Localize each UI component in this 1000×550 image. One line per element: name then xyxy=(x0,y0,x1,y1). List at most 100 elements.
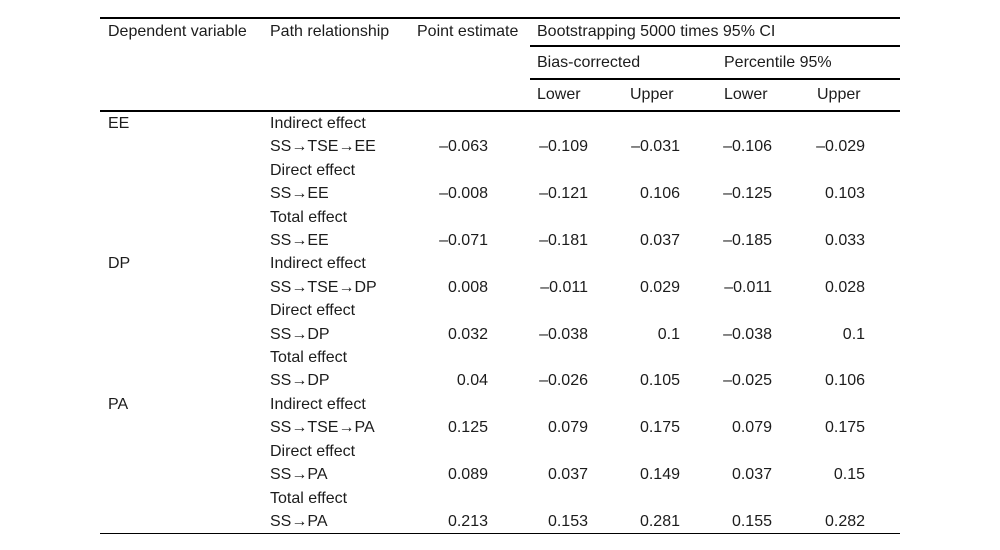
cell-bc-upper: 0.1 xyxy=(657,325,680,343)
table-row: SS→EE –0.008 –0.121 0.106 –0.125 0.103 xyxy=(100,182,900,205)
cell-pct-upper: 0.028 xyxy=(825,278,866,296)
cell-point-estimate xyxy=(410,112,530,135)
cell-bc-lower: –0.109 xyxy=(539,138,588,156)
cell-path-relationship: Indirect effect xyxy=(270,395,366,413)
cell-point-estimate: 0.089 xyxy=(447,466,488,484)
cell-dependent-variable xyxy=(100,206,270,229)
cell-pct-upper: 0.175 xyxy=(825,419,866,437)
cell-pct-upper: 0.033 xyxy=(825,232,866,250)
cell-dependent-variable: EE xyxy=(108,115,130,132)
cell-pct-lower: –0.011 xyxy=(724,278,772,296)
cell-path-relationship: SS→TSE→EE xyxy=(270,138,376,156)
cell-dependent-variable xyxy=(100,299,270,322)
cell-pct-upper xyxy=(810,346,900,369)
cell-dependent-variable xyxy=(100,440,270,463)
cell-path-relationship: Total effect xyxy=(270,349,348,367)
cell-bc-lower: –0.011 xyxy=(540,278,588,296)
cell-bc-lower xyxy=(530,252,623,275)
cell-path-relationship: SS→EE xyxy=(270,185,329,203)
cell-pct-lower: –0.125 xyxy=(723,185,772,203)
table-header: Dependent variable Path relationship Poi… xyxy=(100,19,901,112)
cell-point-estimate: –0.071 xyxy=(439,232,488,250)
bootstrap-ci-table: Dependent variable Path relationship Poi… xyxy=(100,17,901,535)
cell-bc-upper xyxy=(623,206,717,229)
cell-path-relationship: SS→PA xyxy=(270,512,328,530)
cell-bc-upper xyxy=(623,346,717,369)
cell-bc-upper xyxy=(623,487,717,510)
cell-pct-upper: –0.029 xyxy=(816,138,866,156)
cell-point-estimate: 0.04 xyxy=(456,372,488,390)
cell-path-relationship: Direct effect xyxy=(270,161,356,179)
cell-point-estimate xyxy=(410,206,530,229)
table-row: SS→DP 0.032 –0.038 0.1 –0.038 0.1 xyxy=(100,323,900,346)
cell-pct-upper: 0.15 xyxy=(833,466,866,484)
cell-pct-lower xyxy=(717,393,810,416)
cell-pct-upper xyxy=(810,440,900,463)
cell-path-relationship: SS→TSE→DP xyxy=(270,278,377,296)
header-percentile: Percentile 95% xyxy=(717,47,901,80)
cell-point-estimate xyxy=(410,252,530,275)
cell-point-estimate: –0.063 xyxy=(439,138,488,156)
cell-pct-upper xyxy=(810,252,900,275)
cell-pct-upper xyxy=(810,487,900,510)
header-pct-upper: Upper xyxy=(810,80,901,112)
cell-point-estimate: –0.008 xyxy=(439,185,488,203)
cell-bc-upper: 0.175 xyxy=(639,419,680,437)
cell-pct-upper: 0.103 xyxy=(825,185,866,203)
cell-pct-lower: 0.155 xyxy=(731,512,772,530)
cell-bc-upper: 0.106 xyxy=(639,185,680,203)
cell-bc-upper xyxy=(623,112,717,135)
cell-pct-lower xyxy=(717,206,810,229)
cell-pct-lower: 0.037 xyxy=(731,466,772,484)
cell-dependent-variable xyxy=(100,229,270,252)
cell-path-relationship: SS→DP xyxy=(270,325,330,343)
cell-bc-lower: 0.153 xyxy=(547,512,588,530)
cell-bc-lower: –0.121 xyxy=(539,185,588,203)
cell-point-estimate: 0.125 xyxy=(447,419,488,437)
cell-dependent-variable: PA xyxy=(108,395,129,413)
cell-dependent-variable xyxy=(100,510,270,533)
cell-bc-lower xyxy=(530,299,623,322)
cell-bc-upper xyxy=(623,252,717,275)
table-row: SS→PA 0.089 0.037 0.149 0.037 0.15 xyxy=(100,463,900,486)
cell-point-estimate xyxy=(410,487,530,510)
cell-dependent-variable xyxy=(100,182,270,205)
cell-bc-upper xyxy=(623,440,717,463)
cell-pct-upper: 0.1 xyxy=(842,325,866,343)
cell-point-estimate xyxy=(410,299,530,322)
cell-pct-lower xyxy=(717,487,810,510)
header-bc-upper: Upper xyxy=(623,80,717,112)
cell-bc-lower: –0.038 xyxy=(539,325,588,343)
cell-bc-upper: –0.031 xyxy=(631,138,680,156)
table-row: Total effect xyxy=(100,487,900,510)
cell-bc-upper: 0.105 xyxy=(639,372,680,390)
table-row: SS→TSE→DP 0.008 –0.011 0.029 –0.011 0.02… xyxy=(100,276,900,299)
table-row: EE Indirect effect xyxy=(100,112,900,135)
cell-bc-lower xyxy=(530,206,623,229)
cell-pct-lower xyxy=(717,299,810,322)
cell-bc-upper xyxy=(623,299,717,322)
header-dependent-variable: Dependent variable xyxy=(100,19,270,112)
cell-bc-lower xyxy=(530,159,623,182)
cell-bc-lower xyxy=(530,393,623,416)
cell-pct-upper xyxy=(810,159,900,182)
header-row-3: Lower Upper Lower Upper xyxy=(100,80,901,112)
cell-bc-upper: 0.149 xyxy=(639,466,680,484)
header-row-2: Bias-corrected Percentile 95% xyxy=(100,47,901,80)
cell-path-relationship: Total effect xyxy=(270,489,348,507)
cell-dependent-variable: DP xyxy=(108,255,131,273)
cell-dependent-variable xyxy=(100,159,270,182)
cell-bc-lower: –0.181 xyxy=(539,232,588,250)
cell-dependent-variable xyxy=(100,276,270,299)
cell-path-relationship: Indirect effect xyxy=(270,115,366,132)
cell-dependent-variable xyxy=(100,369,270,392)
table-row: SS→TSE→EE –0.063 –0.109 –0.031 –0.106 –0… xyxy=(100,135,900,158)
table-row: Direct effect xyxy=(100,159,900,182)
cell-dependent-variable xyxy=(100,416,270,439)
cell-path-relationship: SS→PA xyxy=(270,466,328,484)
cell-pct-upper xyxy=(810,393,900,416)
cell-pct-lower xyxy=(717,112,810,135)
cell-bc-upper xyxy=(623,393,717,416)
cell-dependent-variable xyxy=(100,463,270,486)
